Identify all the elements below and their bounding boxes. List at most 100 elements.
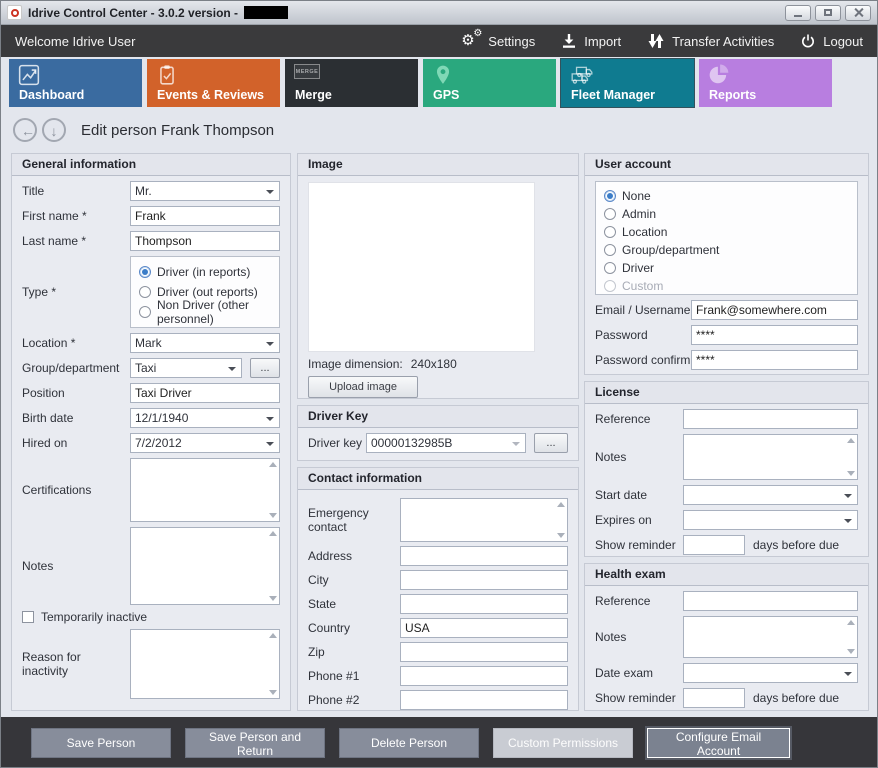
logout-label: Logout	[823, 33, 863, 49]
password-confirm-field[interactable]	[691, 350, 858, 370]
phone1-field[interactable]	[400, 666, 568, 686]
notes-textarea[interactable]	[130, 527, 280, 605]
zip-field[interactable]	[400, 642, 568, 662]
tab-merge[interactable]: MERGE Merge	[285, 59, 418, 107]
delete-person-button[interactable]: Delete Person	[339, 728, 479, 758]
scrollbar-up-icon[interactable]	[269, 633, 277, 638]
back-button[interactable]: ←	[13, 118, 37, 142]
expires-on-select[interactable]	[683, 510, 858, 530]
scrollbar-down-icon[interactable]	[557, 533, 565, 538]
emergency-contact-textarea[interactable]	[400, 498, 568, 542]
panel-header: License	[585, 382, 868, 404]
chevron-down-icon	[844, 672, 852, 676]
tab-dashboard[interactable]: Dashboard	[9, 59, 142, 107]
license-notes-textarea[interactable]	[683, 434, 858, 480]
maximize-button[interactable]	[815, 4, 841, 21]
scrollbar-down-icon[interactable]	[269, 596, 277, 601]
email-username-field[interactable]	[691, 300, 858, 320]
address-field[interactable]	[400, 546, 568, 566]
radio-driver-in-reports[interactable]: Driver (in reports)	[139, 262, 271, 282]
radio-label: Driver (out reports)	[157, 285, 258, 299]
save-person-and-return-button[interactable]: Save Person and Return	[185, 728, 325, 758]
state-field[interactable]	[400, 594, 568, 614]
license-reminder-field[interactable]	[683, 535, 745, 555]
scrollbar-up-icon[interactable]	[269, 531, 277, 536]
license-reference-label: Reference	[595, 412, 651, 426]
birth-date-select[interactable]: 12/1/1940	[130, 408, 280, 428]
start-date-select[interactable]	[683, 485, 858, 505]
custom-permissions-button[interactable]: Custom Permissions	[493, 728, 633, 758]
reason-for-inactivity-textarea[interactable]	[130, 629, 280, 699]
certifications-textarea[interactable]	[130, 458, 280, 522]
scrollbar-down-icon[interactable]	[269, 513, 277, 518]
radio-role-none[interactable]: None	[604, 187, 849, 205]
logout-button[interactable]: Logout	[800, 33, 863, 49]
radio-non-driver[interactable]: Non Driver (other personnel)	[139, 298, 271, 326]
health-reference-field[interactable]	[683, 591, 858, 611]
temporarily-inactive-checkbox[interactable]	[22, 611, 34, 623]
radio-label: Driver (in reports)	[157, 265, 251, 279]
scroll-down-button[interactable]: ↓	[42, 118, 66, 142]
configure-email-account-button[interactable]: Configure Email Account	[647, 728, 790, 758]
chevron-down-icon	[266, 417, 274, 421]
date-exam-select[interactable]	[683, 663, 858, 683]
radio-role-group-department[interactable]: Group/department	[604, 241, 849, 259]
scrollbar-down-icon[interactable]	[269, 690, 277, 695]
scrollbar-up-icon[interactable]	[847, 620, 855, 625]
trucks-icon	[570, 64, 593, 86]
tab-events-reviews[interactable]: Events & Reviews	[147, 59, 280, 107]
back-arrow-icon: ←	[21, 123, 35, 139]
expires-on-label: Expires on	[595, 513, 652, 527]
position-label: Position	[22, 386, 65, 400]
country-field[interactable]	[400, 618, 568, 638]
last-name-field[interactable]	[130, 231, 280, 251]
temporarily-inactive-row[interactable]: Temporarily inactive	[22, 610, 280, 624]
radio-driver-out-reports[interactable]: Driver (out reports)	[139, 282, 271, 302]
password-field[interactable]	[691, 325, 858, 345]
emergency-contact-label: Emergency contact	[308, 506, 369, 534]
hired-on-select[interactable]: 7/2/2012	[130, 433, 280, 453]
save-person-button[interactable]: Save Person	[31, 728, 171, 758]
health-reminder-field[interactable]	[683, 688, 745, 708]
city-field[interactable]	[400, 570, 568, 590]
down-arrow-icon: ↓	[50, 123, 58, 139]
radio-icon	[604, 262, 616, 274]
phone2-label: Phone #2	[308, 693, 360, 707]
email-username-label: Email / Username	[595, 303, 691, 317]
import-button[interactable]: Import	[561, 33, 621, 49]
import-icon	[563, 34, 576, 48]
location-value: Mark	[135, 336, 162, 350]
settings-button[interactable]: ⚙ ⚙ Settings	[461, 29, 535, 51]
scrollbar-up-icon[interactable]	[557, 502, 565, 507]
scrollbar-up-icon[interactable]	[269, 462, 277, 467]
group-department-select[interactable]: Taxi	[130, 358, 242, 378]
close-button[interactable]	[845, 4, 871, 21]
tab-fleet-manager[interactable]: Fleet Manager	[560, 58, 695, 108]
location-select[interactable]: Mark	[130, 333, 280, 353]
title-select[interactable]: Mr.	[130, 181, 280, 201]
phone2-field[interactable]	[400, 690, 568, 710]
health-notes-textarea[interactable]	[683, 616, 858, 658]
scrollbar-up-icon[interactable]	[847, 438, 855, 443]
radio-role-location[interactable]: Location	[604, 223, 849, 241]
first-name-field[interactable]	[130, 206, 280, 226]
tab-gps[interactable]: GPS	[423, 59, 556, 107]
transfer-activities-button[interactable]: Transfer Activities	[647, 32, 774, 50]
radio-selected-icon	[139, 266, 151, 278]
upload-image-button[interactable]: Upload image	[308, 376, 418, 398]
scrollbar-down-icon[interactable]	[847, 471, 855, 476]
minimize-button[interactable]	[785, 4, 811, 21]
panel-header: Image	[298, 154, 578, 176]
radio-role-driver[interactable]: Driver	[604, 259, 849, 277]
position-field[interactable]	[130, 383, 280, 403]
clipboard-icon	[156, 64, 178, 86]
driver-key-more-button[interactable]: ...	[534, 433, 568, 453]
license-reference-field[interactable]	[683, 409, 858, 429]
tab-reports[interactable]: Reports	[699, 59, 832, 107]
radio-role-admin[interactable]: Admin	[604, 205, 849, 223]
driver-key-select[interactable]: 00000132985B	[366, 433, 526, 453]
group-more-button[interactable]: ...	[250, 358, 280, 378]
scrollbar-down-icon[interactable]	[847, 649, 855, 654]
license-notes-wrap	[683, 434, 858, 480]
